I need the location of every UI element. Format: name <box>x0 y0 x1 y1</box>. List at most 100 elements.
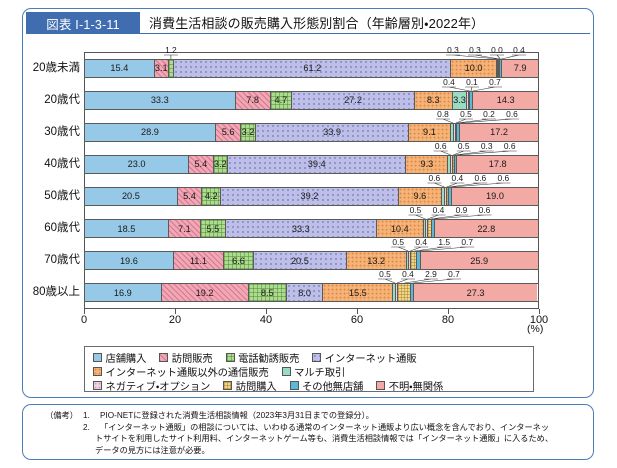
x-axis: 0 20 40 60 80 100 <box>81 309 548 331</box>
legend-swatch-icon <box>223 380 233 390</box>
note-number: 1. <box>83 411 90 420</box>
bar-segment: 20.5 <box>85 187 178 205</box>
bar-segment <box>457 123 461 141</box>
value-callout: 0.6 <box>428 172 441 183</box>
value-callout: 0.8 <box>437 108 449 119</box>
bar-segment: 9.1 <box>409 123 451 141</box>
axis-tick <box>357 309 358 314</box>
value-callout: 2.9 <box>425 269 437 280</box>
bar-segment <box>431 220 435 237</box>
legend-item[interactable]: 店舗購入 <box>93 350 146 365</box>
value-callout-band: 1.2 0.3 0.3 0.0 0.4 <box>84 45 539 59</box>
value-callout: 0.4 <box>432 205 445 215</box>
value-callout: 0.1 <box>466 76 478 87</box>
value-callout: 0.6 <box>474 172 487 183</box>
value-callout: 0.6 <box>503 140 516 151</box>
note-text: 「インターネット通販」の相談については、いわゆる通常のインターネット通販より広い… <box>100 422 550 432</box>
bar-segment: 9.6 <box>398 187 443 205</box>
legend-label: ネガティブ・オプション <box>105 381 211 393</box>
bar-segment: 19.0 <box>452 187 538 205</box>
legend-label: インターネット通販以外の通信販売 <box>105 367 269 379</box>
bar-segment: 10.0 <box>451 59 497 77</box>
value-callout-band: 0.8 0.5 0.2 0.6 <box>84 109 539 123</box>
value-callout: 0.6 <box>506 108 518 119</box>
callout-leader-lines <box>84 109 539 123</box>
axis-tick <box>539 309 540 314</box>
value-callout: 0.3 <box>447 44 459 55</box>
legend-row: ネガティブ・オプション 訪問購入 その他無店舗 不明・無関係 <box>93 378 527 393</box>
value-callout: 0.4 <box>415 237 428 248</box>
figure-number: 図表 I-1-3-11 <box>26 12 140 34</box>
bar-segment: 39.4 <box>228 155 407 173</box>
bar-segment: 8.0 <box>287 284 324 302</box>
callout-leader-lines <box>84 237 539 251</box>
callout-leader-lines <box>84 77 539 91</box>
bar-segment: 15.5 <box>323 284 394 302</box>
bar-segment <box>449 187 452 205</box>
legend-swatch-icon <box>281 366 291 376</box>
bar-segment <box>450 123 455 141</box>
axis-tick-label: 60 <box>350 314 364 326</box>
bar-segment: 17.8 <box>457 155 538 173</box>
value-callout: 0.5 <box>409 205 422 215</box>
bar-segment: 5.5 <box>200 220 226 237</box>
value-callout: 0.9 <box>455 205 468 215</box>
value-callout: 0.4 <box>513 44 525 55</box>
legend-item[interactable]: インターネット通販 <box>312 350 417 365</box>
stacked-bar-chart: 1.2 0.3 0.3 0.0 0.4 15.4 3.1 61.2 10.0 7.9 0.4 0.1 0… <box>84 45 539 309</box>
bar-segment <box>395 284 398 302</box>
legend-item[interactable]: 訪問購入 <box>223 378 277 393</box>
legend-label: その他無店舗 <box>302 381 364 393</box>
bar-segment: 27.3 <box>413 284 538 302</box>
axis-unit-label: (%) <box>527 323 544 335</box>
legend-item[interactable]: ネガティブ・オプション <box>93 378 210 393</box>
value-callout-band: 0.4 0.1 0.7 <box>84 77 539 91</box>
bar-segment: 33.3 <box>225 220 377 237</box>
bar-segment <box>397 284 411 302</box>
bar-segment <box>410 252 418 270</box>
legend-item[interactable]: 電話勧誘販売 <box>225 350 299 365</box>
bar-segment <box>451 155 454 173</box>
legend-label: インターネット通販 <box>324 353 417 365</box>
bar-segment: 5.6 <box>215 123 242 141</box>
bar-segment: 17.2 <box>460 123 538 141</box>
value-callout: 0.6 <box>497 172 510 183</box>
axis-tick-label: 80 <box>441 314 455 326</box>
value-callout: 0.6 <box>478 205 491 215</box>
bar-segment <box>499 59 501 77</box>
bar-segment: 7.8 <box>235 91 271 109</box>
callout-leader-lines <box>84 173 539 187</box>
axis-tick <box>266 309 267 314</box>
bar-segment <box>453 155 455 173</box>
axis-tick <box>175 309 176 314</box>
bar-segment <box>406 252 409 270</box>
bar-segment <box>410 284 414 302</box>
bar-segment <box>467 91 470 109</box>
page-title: 消費生活相談の販売購入形態別割合（年齢層別・2022年） <box>140 12 590 34</box>
bar-row: 23.0 5.4 3.2 39.4 9.3 17.8 <box>84 154 539 174</box>
value-callout: 0.0 <box>491 44 503 55</box>
axis-tick-label: 20 <box>168 314 182 326</box>
legend-item[interactable]: インターネット通販以外の通信販売 <box>93 364 269 379</box>
bar-segment: 4.2 <box>202 187 222 205</box>
bar-segment: 3.2 <box>241 123 256 141</box>
legend-item[interactable]: その他無店舗 <box>289 378 364 393</box>
bar-segment: 8.5 <box>248 284 288 302</box>
bar-segment: 39.2 <box>221 187 399 205</box>
bar-segment: 4.7 <box>270 91 293 109</box>
bar-segment: 25.9 <box>420 252 538 270</box>
value-callout: 0.4 <box>451 172 464 183</box>
bar-row: 19.6 11.1 6.6 20.5 13.2 25.9 <box>84 251 539 271</box>
notes-head <box>38 422 83 434</box>
legend-item[interactable]: 不明・無関係 <box>376 378 443 393</box>
legend-item[interactable]: マルチ取引 <box>281 364 345 379</box>
bar-segment: 6.6 <box>224 252 254 270</box>
legend-label: 訪問購入 <box>235 381 277 393</box>
bar-row: 28.9 5.6 3.2 33.9 9.1 17.2 <box>84 122 539 142</box>
axis-tick-label: 100 <box>529 314 549 326</box>
category-label: 70歳代 <box>44 254 80 267</box>
value-callout: 1.2 <box>165 44 177 55</box>
bar-segment: 3.2 <box>213 155 229 173</box>
category-axis-labels: 20歳未満 20歳代 30歳代 40歳代 50歳代 60歳代 70歳代 80歳以上 <box>0 52 80 309</box>
legend-item[interactable]: 訪問販売 <box>159 350 213 365</box>
